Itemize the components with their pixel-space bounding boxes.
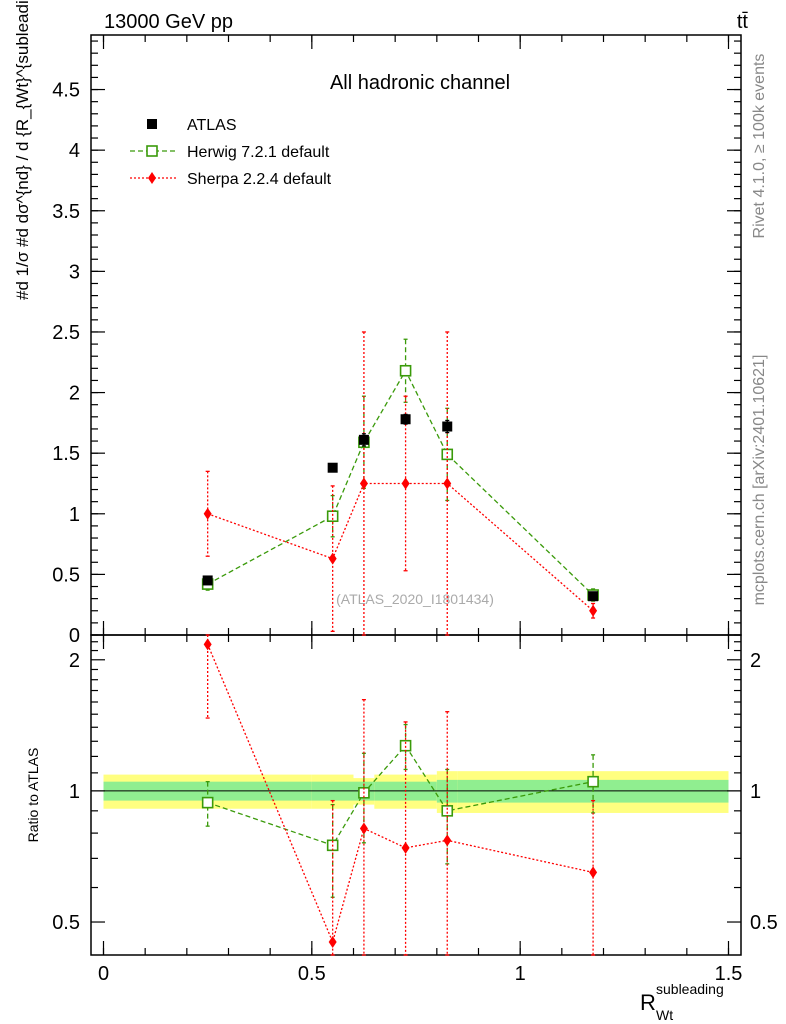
ratio-panel-frame (90, 634, 742, 956)
x-axis-label: R Wt subleading (640, 981, 724, 1023)
legend-label: Herwig 7.2.1 default (187, 144, 330, 161)
y-tick-label: 1.5 (52, 443, 80, 465)
series-layer (201, 331, 599, 956)
ratio-tick-label: 2 (69, 650, 80, 672)
atlas-point (442, 421, 453, 432)
x-tick-label: 0 (98, 963, 109, 985)
x-tick-label: 1.5 (715, 963, 743, 985)
atlas-point (327, 462, 338, 473)
sherpa-main-point (443, 477, 452, 490)
herwig-ratio-line (207, 744, 594, 847)
source-label: mcplots.cern.ch [arXiv:2401.10621] (751, 355, 768, 606)
atlas-point (358, 434, 369, 445)
rivet-version-label: Rivet 4.1.0, ≥ 100k events (751, 54, 768, 239)
herwig-ratio-point (201, 796, 214, 809)
x-axis-label-main: R (640, 990, 656, 1015)
sherpa-main-point (401, 477, 410, 490)
chart-title: All hadronic channel (330, 72, 510, 94)
axis-ticks (91, 35, 741, 955)
sherpa-ratio-point (443, 834, 452, 847)
sherpa-ratio-point (328, 935, 337, 948)
sherpa-main-point (328, 552, 337, 565)
herwig-ratio-point (587, 775, 599, 788)
x-tick-label: 0.5 (298, 963, 326, 985)
y-tick-label: 1 (69, 504, 80, 526)
sherpa-ratio-point (359, 822, 368, 835)
legend: ATLAS Herwig 7.2.1 default Sherpa 2.2.4 de… (130, 117, 332, 188)
legend-label: Sherpa 2.2.4 default (187, 171, 332, 188)
atlas-point (202, 575, 213, 586)
analysis-tag: (ATLAS_2020_I1801434) (336, 591, 494, 607)
ratio-tick-label-right: 2 (750, 650, 761, 672)
herwig-ratio-point (441, 805, 454, 817)
ratio-tick-label: 0.5 (52, 912, 80, 934)
sherpa-ratio-point (203, 638, 212, 651)
ratio-tick-label-right: 1 (750, 781, 761, 803)
sherpa-main-point (359, 477, 368, 490)
atlas-point (400, 414, 411, 425)
legend-marker-atlas (147, 119, 157, 129)
sherpa-main-point (589, 604, 598, 617)
process-label: tt̄ (737, 11, 749, 33)
y-tick-label: 2 (69, 383, 80, 405)
sherpa-ratio-point (401, 841, 410, 854)
y-tick-label: 0.5 (52, 564, 80, 586)
ratio-tick-label: 1 (69, 781, 80, 803)
legend-label: ATLAS (187, 117, 237, 134)
y-tick-label: 2.5 (52, 322, 80, 344)
ratio-tick-label-right: 0.5 (750, 912, 778, 934)
y-axis-label-ratio: Ratio to ATLAS (25, 748, 41, 843)
y-tick-label: 3.5 (52, 201, 80, 223)
y-tick-label: 4.5 (52, 80, 80, 102)
sherpa-main-line (207, 482, 594, 612)
y-tick-label: 0 (69, 625, 80, 647)
x-axis-label-sup: subleading (656, 981, 724, 997)
herwig-main-point (399, 364, 412, 377)
y-tick-label: 4 (69, 140, 80, 162)
ratio-uncertainty-bands (103, 771, 729, 813)
sherpa-ratio-point (589, 866, 598, 879)
sherpa-ratio-line (207, 644, 594, 944)
legend-marker-herwig (146, 145, 158, 157)
herwig-main-line (207, 369, 594, 596)
y-axis-label-main: #d 1/σ #d dσ^{nd} / d {R_{Wt}^{subleadin… (13, 0, 32, 300)
x-axis-label-sub: Wt (656, 1007, 673, 1023)
legend-marker-sherpa (148, 172, 156, 184)
y-axis-label-main-text: #d 1/σ #d dσ^{nd} / d {R_{Wt}^{subleadin… (13, 0, 32, 300)
sherpa-main-point (203, 507, 212, 520)
axis-tick-labels: 0 0.5 1 1.5 0 0.5 1 1.5 2 2.5 3 3.5 4 4.5 0.5 0.5 1 1 2 2 (52, 80, 778, 985)
x-tick-label: 1 (515, 963, 526, 985)
y-tick-label: 3 (69, 261, 80, 283)
energy-label: 13000 GeV pp (104, 11, 233, 33)
atlas-point (588, 591, 599, 602)
